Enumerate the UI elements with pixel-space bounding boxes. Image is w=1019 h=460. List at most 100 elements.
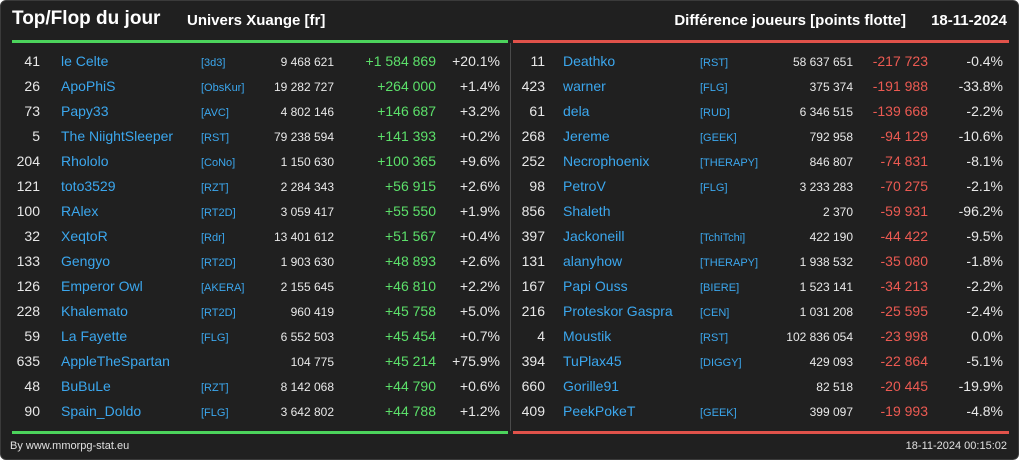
player-points: 79 238 594	[273, 130, 334, 144]
percent-change: -4.8%	[966, 403, 1003, 419]
player-name-link[interactable]: Necrophoenix	[563, 153, 650, 169]
player-name-link[interactable]: TuPlax45	[563, 353, 622, 369]
player-points: 1 150 630	[280, 155, 334, 169]
player-name-link[interactable]: Jackoneill	[563, 228, 625, 244]
player-points: 3 059 417	[280, 205, 334, 219]
alliance-tag-link[interactable]: [RST]	[700, 332, 729, 344]
player-name-link[interactable]: ApoPhiS	[61, 78, 116, 94]
alliance-tag-link[interactable]: [DIGGY]	[700, 357, 742, 369]
alliance-tag-link[interactable]: [GEEK]	[700, 132, 737, 144]
percent-change: +1.4%	[459, 78, 500, 94]
player-row: 228 Khalemato [RT2D] 960 419 +45 758 +5.0%	[12, 298, 508, 323]
alliance-tag-link[interactable]: [TchiTchi]	[700, 232, 746, 244]
player-name-link[interactable]: RAlex	[61, 203, 99, 219]
player-points: 375 374	[809, 80, 853, 94]
points-difference: -19 993	[880, 403, 928, 419]
player-row: 4 Moustik [RST] 102 836 054 -23 998 0.0%	[513, 323, 1009, 348]
alliance-tag-link[interactable]: [RZT]	[201, 182, 229, 194]
player-name-link[interactable]: Emperor Owl	[61, 278, 143, 294]
player-points: 6 346 515	[799, 105, 853, 119]
percent-change: -8.1%	[966, 153, 1003, 169]
player-name-link[interactable]: Papy33	[61, 103, 109, 119]
percent-change: +9.6%	[459, 153, 500, 169]
player-name-link[interactable]: le Celte	[61, 53, 109, 69]
metric-label: Différence joueurs [points flotte]	[674, 12, 906, 29]
alliance-tag-link[interactable]: [RUD]	[700, 107, 730, 119]
player-points: 3 642 802	[280, 405, 334, 419]
alliance-tag-link[interactable]: [3d3]	[201, 57, 226, 69]
alliance-tag-link[interactable]: [GEEK]	[700, 407, 737, 419]
alliance-tag-link[interactable]: [RST]	[201, 132, 230, 144]
alliance-tag-link[interactable]: [RZT]	[201, 382, 229, 394]
player-name-link[interactable]: alanyhow	[563, 253, 623, 269]
alliance-tag-link[interactable]: [RST]	[700, 57, 729, 69]
player-points: 1 903 630	[280, 255, 334, 269]
player-rank: 73	[24, 103, 40, 119]
player-rank: 423	[521, 78, 545, 94]
player-name-link[interactable]: Khalemato	[61, 303, 128, 319]
player-name-link[interactable]: Jereme	[563, 128, 610, 144]
player-row: 635 AppleTheSpartan 104 775 +45 214 +75.9%	[12, 348, 508, 373]
player-name-link[interactable]: Moustik	[563, 328, 612, 344]
alliance-tag-link[interactable]: [CoNo]	[201, 157, 236, 169]
alliance-tag-link[interactable]: [RT2D]	[201, 307, 236, 319]
flop-players-list: 11 Deathko [RST] 58 637 651 -217 723 -0.4% 423…	[513, 48, 1009, 423]
alliance-tag-link[interactable]: [RT2D]	[201, 207, 236, 219]
alliance-tag-link[interactable]: [FLG]	[201, 407, 229, 419]
player-row: 423 warner [FLG] 375 374 -191 988 -33.8%	[513, 73, 1009, 98]
alliance-tag-link[interactable]: [RT2D]	[201, 257, 236, 269]
player-row: 856 Shaleth 2 370 -59 931 -96.2%	[513, 198, 1009, 223]
alliance-tag-link[interactable]: [FLG]	[700, 82, 728, 94]
percent-change: +0.4%	[459, 228, 500, 244]
player-name-link[interactable]: Shaleth	[563, 203, 611, 219]
player-name-link[interactable]: PeekPokeT	[563, 403, 636, 419]
player-name-link[interactable]: warner	[563, 78, 606, 94]
alliance-tag-link[interactable]: [AKERA]	[201, 282, 245, 294]
alliance-tag-link[interactable]: [THERAPY]	[700, 157, 759, 169]
player-name-link[interactable]: La Fayette	[61, 328, 128, 344]
alliance-tag-link[interactable]: [FLG]	[201, 332, 229, 344]
flop-accent-bar	[513, 40, 1009, 43]
alliance-tag-link[interactable]: [ObsKur]	[201, 82, 245, 94]
player-name-link[interactable]: Gorille91	[563, 378, 620, 394]
alliance-tag-link[interactable]: [BIERE]	[700, 282, 740, 294]
player-row: 167 Papi Ouss [BIERE] 1 523 141 -34 213 -2.2%	[513, 273, 1009, 298]
player-name-link[interactable]: Rhololo	[61, 153, 109, 169]
player-name-link[interactable]: Proteskor Gaspra	[563, 303, 673, 319]
player-name-link[interactable]: XeqtoR	[61, 228, 108, 244]
alliance-tag-link[interactable]: [THERAPY]	[700, 257, 759, 269]
footer-credit: By www.mmorpg-stat.eu	[10, 440, 130, 452]
player-points: 792 958	[809, 130, 853, 144]
player-points: 1 031 208	[799, 305, 853, 319]
percent-change: +2.6%	[459, 253, 500, 269]
player-points: 846 807	[809, 155, 853, 169]
player-rank: 252	[521, 153, 545, 169]
player-name-link[interactable]: Spain_Doldo	[61, 403, 142, 419]
percent-change: -10.6%	[958, 128, 1003, 144]
points-difference: -34 213	[880, 278, 928, 294]
player-name-link[interactable]: BuBuLe	[61, 378, 111, 394]
top-accent-bar-bottom	[12, 431, 508, 434]
player-rank: 48	[24, 378, 40, 394]
player-name-link[interactable]: Papi Ouss	[563, 278, 628, 294]
player-name-link[interactable]: Gengyo	[61, 253, 111, 269]
player-points: 429 093	[809, 355, 853, 369]
player-rank: 26	[24, 78, 40, 94]
player-rank: 394	[521, 353, 545, 369]
player-name-link[interactable]: PetroV	[563, 178, 606, 194]
player-name-link[interactable]: dela	[563, 103, 590, 119]
player-rank: 204	[16, 153, 40, 169]
alliance-tag-link[interactable]: [FLG]	[700, 182, 728, 194]
player-points: 8 142 068	[280, 380, 334, 394]
player-rank: 41	[24, 53, 40, 69]
player-points: 82 518	[816, 380, 853, 394]
player-points: 104 775	[290, 355, 334, 369]
footer-timestamp: 18-11-2024 00:15:02	[905, 440, 1007, 452]
player-name-link[interactable]: The NiightSleeper	[61, 128, 174, 144]
alliance-tag-link[interactable]: [Rdr]	[201, 232, 225, 244]
player-name-link[interactable]: Deathko	[563, 53, 616, 69]
player-name-link[interactable]: AppleTheSpartan	[61, 353, 170, 369]
alliance-tag-link[interactable]: [CEN]	[700, 307, 730, 319]
alliance-tag-link[interactable]: [AVC]	[201, 107, 229, 119]
player-name-link[interactable]: toto3529	[61, 178, 116, 194]
